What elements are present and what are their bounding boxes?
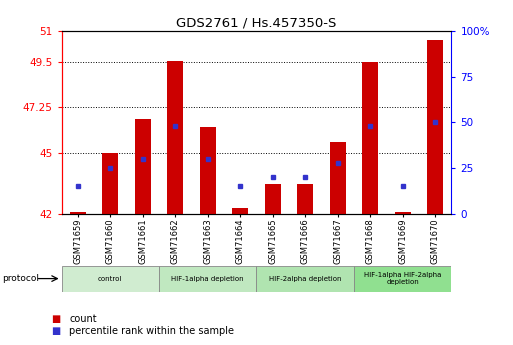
- Bar: [265, 185, 281, 214]
- Bar: [427, 40, 443, 214]
- Text: HIF-1alpha depletion: HIF-1alpha depletion: [171, 276, 244, 282]
- Bar: [354, 266, 451, 292]
- Bar: [134, 119, 151, 214]
- Bar: [329, 142, 346, 214]
- Bar: [297, 185, 313, 214]
- Bar: [232, 208, 248, 214]
- Text: protocol: protocol: [3, 274, 40, 283]
- Text: percentile rank within the sample: percentile rank within the sample: [69, 326, 234, 336]
- Bar: [256, 266, 354, 292]
- Bar: [362, 61, 378, 214]
- Text: ■: ■: [51, 326, 61, 336]
- Text: HIF-1alpha HIF-2alpha
depletion: HIF-1alpha HIF-2alpha depletion: [364, 272, 441, 285]
- Bar: [394, 212, 411, 214]
- Title: GDS2761 / Hs.457350-S: GDS2761 / Hs.457350-S: [176, 17, 337, 30]
- Bar: [62, 266, 159, 292]
- Bar: [200, 127, 216, 214]
- Bar: [159, 266, 256, 292]
- Text: ■: ■: [51, 314, 61, 324]
- Text: HIF-2alpha depletion: HIF-2alpha depletion: [269, 276, 342, 282]
- Bar: [70, 212, 86, 214]
- Text: control: control: [98, 276, 123, 282]
- Bar: [102, 153, 119, 214]
- Bar: [167, 60, 183, 214]
- Text: count: count: [69, 314, 97, 324]
